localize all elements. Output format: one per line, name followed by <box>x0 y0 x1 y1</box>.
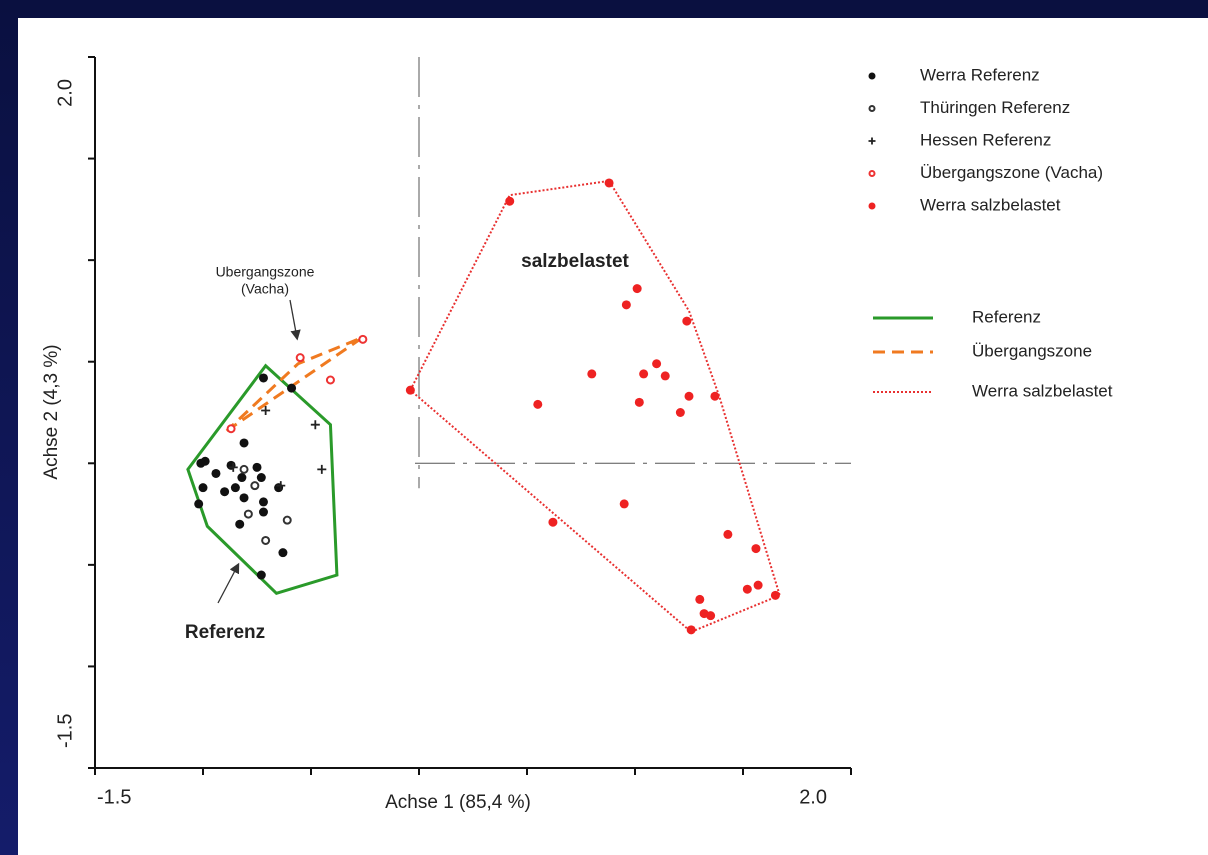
point <box>533 399 543 409</box>
plot-background <box>18 18 1208 855</box>
annotation: Ubergangszone <box>216 264 315 280</box>
legend-marker <box>868 170 876 177</box>
annotation: (Vacha) <box>241 281 289 297</box>
point <box>686 625 696 635</box>
legend-label: Werra salzbelastet <box>972 381 1113 400</box>
point <box>723 529 733 539</box>
point <box>505 196 515 206</box>
point <box>660 371 670 381</box>
legend-marker <box>868 137 876 145</box>
legend-marker <box>868 105 876 112</box>
annotation: Referenz <box>185 622 265 643</box>
legend-label: Werra salzbelastet <box>920 195 1061 214</box>
legend-label: Übergangszone (Vacha) <box>920 163 1103 182</box>
point <box>770 590 780 600</box>
point <box>287 383 297 393</box>
point <box>228 462 238 472</box>
point <box>211 468 221 478</box>
point <box>261 535 271 545</box>
point <box>634 397 644 407</box>
point <box>239 464 249 474</box>
point <box>632 284 642 294</box>
point <box>256 473 266 483</box>
point <box>256 570 266 580</box>
legend-label: Hessen Referenz <box>920 130 1051 149</box>
point <box>310 420 320 430</box>
point <box>276 481 286 491</box>
point <box>239 493 249 503</box>
legend-label: Werra Referenz <box>920 65 1040 84</box>
point <box>742 584 752 594</box>
point <box>619 499 629 509</box>
legend-label: Referenz <box>972 307 1041 326</box>
point <box>639 369 649 379</box>
point <box>250 481 260 491</box>
point <box>235 519 245 529</box>
point <box>252 462 262 472</box>
point <box>258 373 268 383</box>
y-tick-label: -1.5 <box>54 714 76 748</box>
point <box>695 594 705 604</box>
point <box>258 497 268 507</box>
annotation-arrow <box>217 562 240 604</box>
point <box>621 300 631 310</box>
annotation: salzbelastet <box>521 251 629 272</box>
point <box>682 316 692 326</box>
legend-label: Thüringen Referenz <box>920 98 1070 117</box>
point <box>230 483 240 493</box>
point <box>237 473 247 483</box>
point <box>261 405 271 415</box>
point <box>652 359 662 369</box>
point <box>753 580 763 590</box>
point <box>405 385 415 395</box>
point <box>684 391 694 401</box>
point <box>587 369 597 379</box>
point <box>196 458 206 468</box>
hull <box>225 335 364 433</box>
point <box>243 509 253 519</box>
point <box>317 464 327 474</box>
point <box>226 424 236 434</box>
x-tick-label: 2.0 <box>799 786 827 808</box>
point <box>675 408 685 417</box>
x-tick-label: -1.5 <box>97 786 131 808</box>
point <box>198 483 208 493</box>
point <box>220 487 230 497</box>
point <box>604 178 614 188</box>
point <box>278 548 288 558</box>
y-axis-label: Achse 2 (4,3 %) <box>41 344 62 479</box>
annotation-arrow <box>289 299 301 341</box>
point <box>710 391 720 401</box>
x-axis-label: Achse 1 (85,4 %) <box>385 792 531 813</box>
point <box>325 375 335 385</box>
point <box>282 515 292 525</box>
point <box>706 611 716 621</box>
point <box>548 517 558 527</box>
hull <box>409 179 781 634</box>
point <box>194 499 204 509</box>
y-tick-label: 2.0 <box>54 79 76 107</box>
point <box>226 460 236 470</box>
legend-marker <box>868 72 876 80</box>
point <box>239 438 249 448</box>
point <box>258 507 268 517</box>
point <box>358 334 368 344</box>
point <box>274 483 284 493</box>
legend-marker <box>868 202 876 210</box>
point <box>751 544 761 554</box>
hull <box>186 363 339 595</box>
legend-label: Übergangszone <box>972 341 1092 360</box>
point <box>295 353 305 363</box>
